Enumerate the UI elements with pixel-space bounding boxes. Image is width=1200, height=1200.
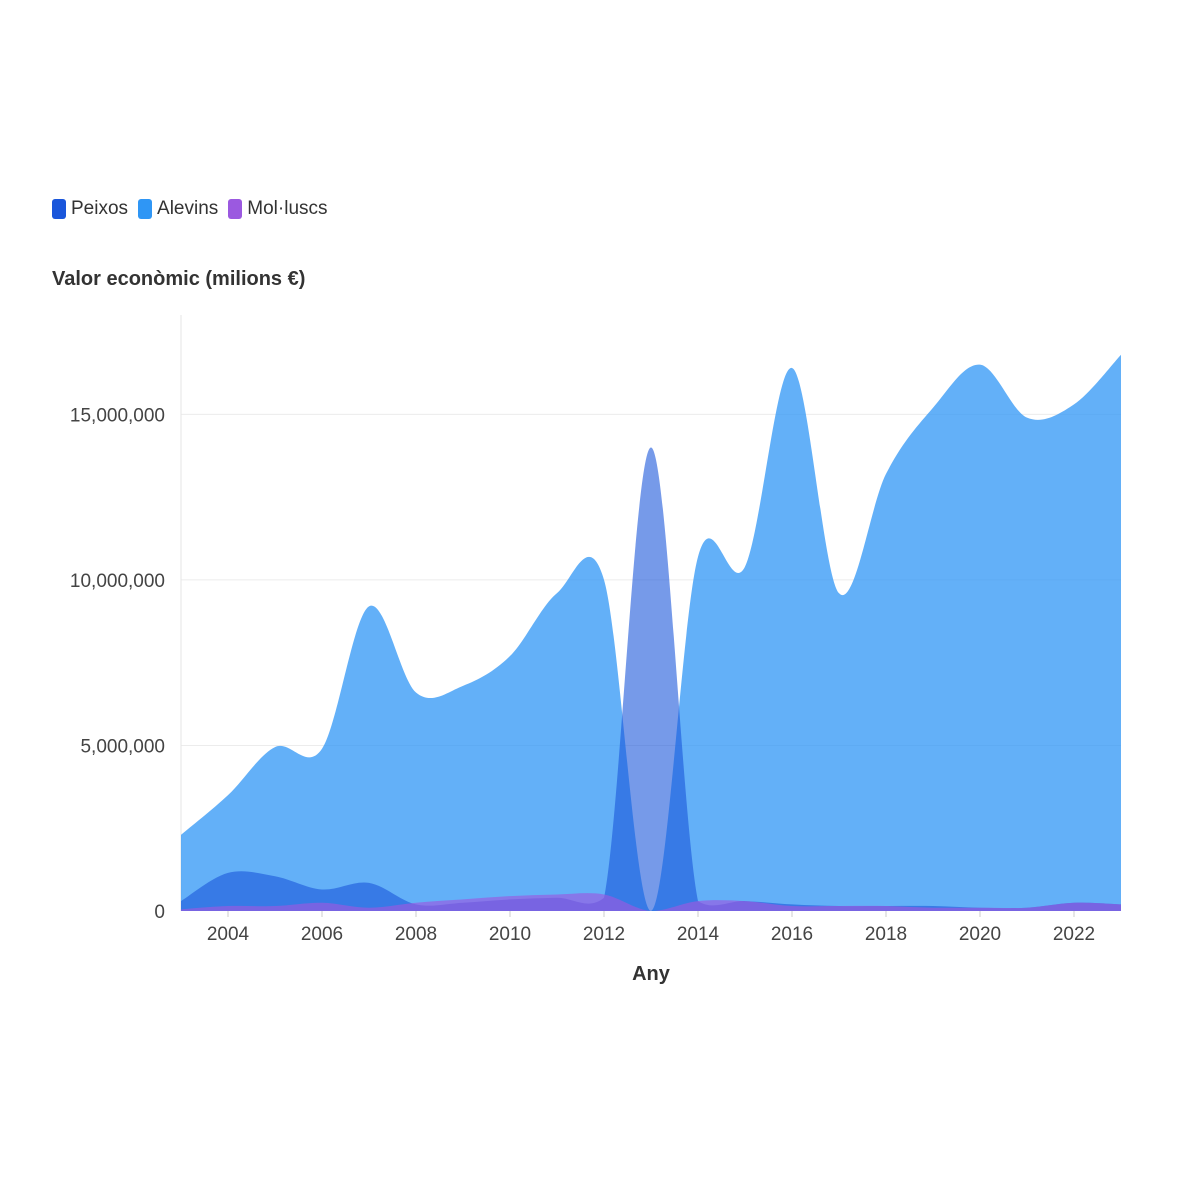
x-tick-label: 2006 (301, 924, 343, 945)
x-tick-label: 2018 (865, 924, 907, 945)
legend-swatch-peixos (52, 199, 66, 219)
x-tick-label: 2016 (771, 924, 813, 945)
legend-label-alevins: Alevins (157, 198, 219, 219)
legend-item-molluscs[interactable]: Mol·luscs (228, 198, 328, 220)
legend-label-molluscs: Mol·luscs (247, 198, 328, 219)
x-tick-label: 2022 (1053, 924, 1095, 945)
legend: Peixos Alevins Mol·luscs (52, 198, 328, 220)
area-alevins (181, 354, 1121, 911)
legend-item-alevins[interactable]: Alevins (138, 198, 218, 220)
area-peixos (181, 447, 1121, 911)
legend-swatch-alevins (138, 199, 153, 219)
area-series-group (181, 354, 1121, 911)
y-ticks: 0 5,000,000 10,000,000 15,000,000 (70, 405, 165, 923)
y-tick-label: 5,000,000 (80, 736, 165, 757)
legend-item-peixos[interactable]: Peixos (52, 198, 128, 220)
x-ticks: 2004 2006 2008 2010 2012 2014 2016 2018 2020 2022 (207, 911, 1095, 945)
y-tick-label: 10,000,000 (70, 571, 165, 592)
y-axis-title: Valor econòmic (milions €) (52, 268, 306, 290)
x-tick-label: 2014 (677, 924, 720, 945)
x-tick-label: 2010 (489, 924, 531, 945)
x-axis-title: Any (632, 963, 671, 985)
legend-swatch-molluscs (228, 199, 243, 219)
x-tick-label: 2012 (583, 924, 625, 945)
area-molluscs (181, 893, 1121, 911)
legend-label-peixos: Peixos (71, 198, 129, 219)
x-tick-label: 2020 (959, 924, 1001, 945)
x-tick-label: 2008 (395, 924, 437, 945)
y-tick-label: 0 (154, 902, 165, 923)
x-tick-label: 2004 (207, 924, 250, 945)
y-tick-label: 15,000,000 (70, 405, 165, 426)
